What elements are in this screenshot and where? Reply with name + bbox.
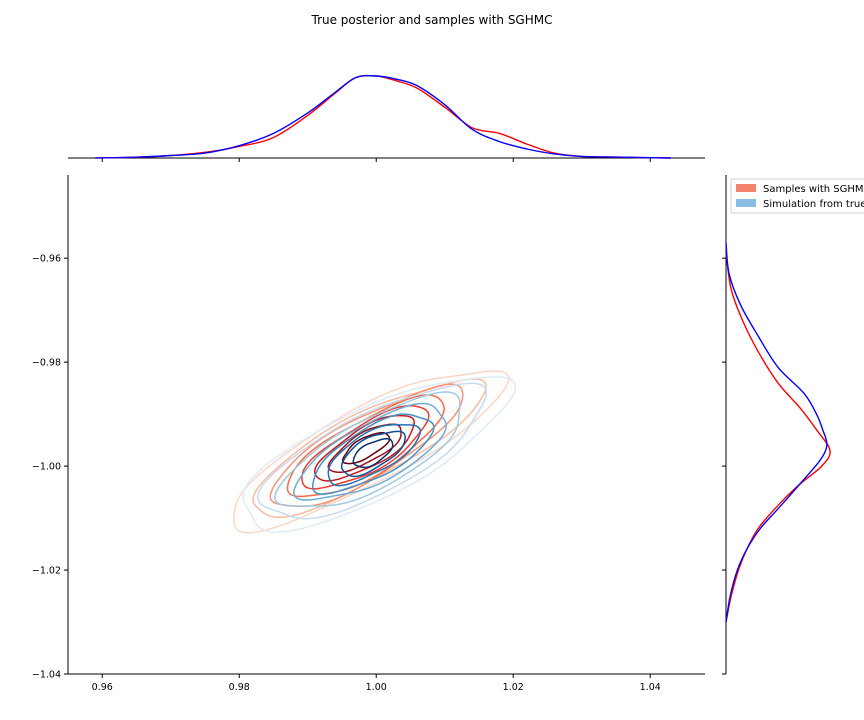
kde-contour-sghmc-0	[233, 370, 510, 534]
legend-swatch-true	[736, 199, 756, 207]
legend-frame	[730, 178, 864, 214]
x-axis-ticks: 0.96 0.98 1.00 1.02 1.04	[92, 674, 661, 693]
legend-label-sghmc: Samples with SGHMC	[763, 184, 864, 195]
y-marginal-curves	[725, 242, 831, 623]
chart-title: True posterior and samples with SGHMC	[311, 13, 553, 27]
x-marginal-panel	[68, 74, 705, 162]
kde-contour-true-5	[327, 424, 421, 487]
kde-contour-true-1	[256, 382, 487, 520]
kde-contour-true-0	[242, 376, 517, 533]
kde-contour-true-4	[311, 413, 435, 495]
legend-label-true: Simulation from true	[763, 199, 864, 210]
y-tick-label: −0.98	[32, 358, 61, 369]
x-tick-label: 1.02	[503, 682, 524, 693]
legend-swatch-sghmc	[736, 184, 756, 192]
y-axis-ticks: −0.96 −0.98 −1.00 −1.02 −1.04	[32, 254, 68, 681]
x-tick-label: 1.00	[366, 682, 387, 693]
y-tick-label: −1.04	[32, 670, 61, 681]
y-marginal-ticks	[722, 257, 726, 675]
kde-contour-true-7	[352, 437, 394, 469]
y-tick-label: −0.96	[32, 254, 61, 265]
kde-contour-true-6	[340, 430, 406, 478]
x-marginal-curve-true	[95, 74, 671, 159]
x-marginal-curves	[95, 74, 671, 159]
y-marginal-panel	[722, 175, 831, 675]
x-marginal-ticks	[101, 158, 651, 162]
x-tick-label: 1.04	[640, 682, 661, 693]
kde-contour-true-3	[293, 402, 447, 501]
x-tick-label: 0.96	[92, 682, 113, 693]
y-tick-label: −1.02	[32, 566, 61, 577]
y-marginal-curve-true	[725, 242, 828, 623]
x-tick-label: 0.98	[229, 682, 250, 693]
kde-contour-true-2	[274, 391, 461, 507]
kde-contour-sghmc-1	[252, 378, 487, 519]
joint-kde-panel: 0.96 0.98 1.00 1.02 1.04 −0.96 −0.98 −1.00 −1.0…	[32, 175, 705, 693]
x-marginal-curve-sghmc	[95, 74, 671, 159]
kde-contour-sghmc-4	[301, 404, 430, 490]
legend: Samples with SGHMC Simulation from true	[730, 178, 864, 214]
kde-contours	[233, 370, 517, 534]
y-tick-label: −1.00	[32, 462, 61, 473]
